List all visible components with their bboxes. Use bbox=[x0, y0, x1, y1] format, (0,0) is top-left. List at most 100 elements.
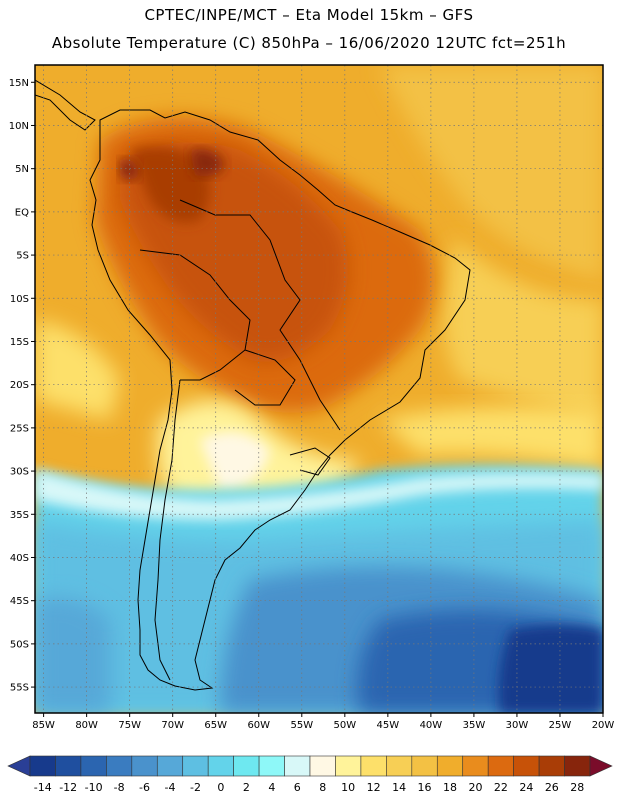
lat-tick-label: 30S bbox=[10, 467, 29, 478]
colorbar-swatch bbox=[131, 755, 158, 777]
lon-tick-label: 60W bbox=[247, 720, 270, 731]
lon-tick-label: 80W bbox=[75, 720, 98, 731]
south-america-coastline bbox=[89, 109, 471, 691]
lon-tick-label: 85W bbox=[32, 720, 55, 731]
lat-tick-label: 55S bbox=[10, 683, 29, 694]
colorbar-label: 18 bbox=[443, 781, 457, 794]
colorbar-swatch bbox=[335, 755, 362, 777]
field-coldest-core bbox=[498, 625, 603, 713]
longitude-axis: 85W 80W 75W 70W 65W 60W 55W 50W 45W 40W 35W 30W 25W 2… bbox=[32, 713, 614, 731]
field-atlantic-subtropic bbox=[380, 406, 603, 470]
colorbar-swatch bbox=[411, 755, 438, 777]
field-cold-front-edge bbox=[35, 470, 603, 520]
title-line-1: CPTEC/INPE/MCT – Eta Model 15km – GFS bbox=[144, 6, 474, 24]
colorbar-swatch bbox=[156, 755, 184, 777]
colorbar-label: -6 bbox=[139, 781, 150, 794]
lat-tick-label: 10S bbox=[10, 294, 29, 305]
colorbar-label: 2 bbox=[243, 781, 250, 794]
lat-tick-label: 45S bbox=[10, 596, 29, 607]
colorbar-swatch bbox=[487, 755, 514, 777]
graticule bbox=[35, 65, 603, 713]
lat-tick-label: 5N bbox=[15, 164, 29, 175]
colorbar-under-arrow bbox=[7, 755, 31, 777]
colorbar-swatch bbox=[233, 755, 260, 777]
colorbar-label: 12 bbox=[367, 781, 381, 794]
colorbar: -14 -12 -10 -8 -6 -4 -2 0 2 4 6 8 10 12 14 16 18 20 22 24 26… bbox=[7, 755, 613, 794]
lon-tick-label: 20W bbox=[592, 720, 615, 731]
lon-tick-label: 70W bbox=[161, 720, 184, 731]
border-peru-bolivia bbox=[139, 249, 251, 381]
colorbar-label: 10 bbox=[341, 781, 355, 794]
lon-tick-label: 35W bbox=[463, 720, 486, 731]
colorbar-label: -10 bbox=[85, 781, 103, 794]
border-uruguay bbox=[289, 447, 331, 476]
field-chaco-coolest bbox=[200, 432, 270, 490]
lon-tick-label: 25W bbox=[549, 720, 572, 731]
field-hotspot-1 bbox=[130, 146, 210, 223]
colorbar-swatch bbox=[360, 755, 387, 777]
lat-tick-label: 25S bbox=[10, 423, 29, 434]
colorbar-label: 26 bbox=[545, 781, 559, 794]
lat-tick-label: 15N bbox=[9, 78, 29, 89]
colorbar-swatch bbox=[386, 755, 413, 777]
colorbar-label: 28 bbox=[570, 781, 584, 794]
border-brazil-west bbox=[179, 199, 341, 431]
colorbar-swatch bbox=[309, 755, 336, 777]
lon-tick-label: 30W bbox=[506, 720, 529, 731]
colorbar-swatch bbox=[80, 755, 107, 777]
colorbar-swatch bbox=[538, 755, 565, 777]
colorbar-swatch bbox=[436, 755, 464, 777]
colorbar-label: -12 bbox=[59, 781, 77, 794]
colorbar-label: 14 bbox=[392, 781, 406, 794]
lon-tick-label: 75W bbox=[118, 720, 141, 731]
border-argentina-chile bbox=[154, 379, 181, 681]
central-america-coastline bbox=[35, 79, 96, 131]
colorbar-label: -2 bbox=[190, 781, 201, 794]
lat-tick-label: 20S bbox=[10, 380, 29, 391]
lat-tick-label: 5S bbox=[16, 251, 29, 262]
colorbar-swatch bbox=[258, 755, 285, 777]
lat-tick-label: 35S bbox=[10, 510, 29, 521]
colorbar-swatch bbox=[29, 755, 56, 777]
colorbar-label: -4 bbox=[165, 781, 176, 794]
colorbar-swatch bbox=[284, 755, 311, 777]
lat-tick-label: 40S bbox=[10, 553, 29, 564]
lon-tick-label: 65W bbox=[204, 720, 227, 731]
temperature-field bbox=[35, 65, 603, 713]
colorbar-label: 4 bbox=[268, 781, 275, 794]
lon-tick-label: 40W bbox=[420, 720, 443, 731]
colorbar-swatch bbox=[207, 755, 234, 777]
colorbar-label: 8 bbox=[319, 781, 326, 794]
colorbar-label: 16 bbox=[418, 781, 432, 794]
colorbar-label: 6 bbox=[294, 781, 301, 794]
latitude-axis: 15N 10N 5N EQ 5S 10S 15S 20S 25S 30S 35S 40S 45S 50S 5… bbox=[9, 78, 35, 694]
lon-tick-label: 50W bbox=[334, 720, 357, 731]
colorbar-over-arrow bbox=[589, 755, 613, 777]
map-frame bbox=[34, 64, 604, 714]
border-paraguay bbox=[234, 349, 296, 406]
title-line-2: Absolute Temperature (C) 850hPa – 16/06/… bbox=[51, 34, 567, 52]
colorbar-swatch bbox=[513, 755, 540, 777]
colorbar-swatch bbox=[106, 755, 133, 777]
field-atlantic-central bbox=[443, 240, 603, 420]
lat-tick-label: 50S bbox=[10, 639, 29, 650]
colorbar-label: -8 bbox=[114, 781, 125, 794]
colorbar-swatch bbox=[182, 755, 209, 777]
colorbar-label: -14 bbox=[34, 781, 52, 794]
colorbar-label: 24 bbox=[519, 781, 533, 794]
colorbar-swatch bbox=[564, 755, 591, 777]
lat-tick-label: 10N bbox=[9, 121, 29, 132]
field-atlantic-north bbox=[380, 65, 603, 280]
colorbar-swatch bbox=[55, 755, 82, 777]
lon-tick-label: 45W bbox=[377, 720, 400, 731]
field-pacific-south bbox=[35, 597, 110, 713]
field-hotspot-2 bbox=[190, 149, 225, 177]
lat-tick-label: EQ bbox=[15, 207, 29, 218]
colorbar-swatch bbox=[462, 755, 489, 777]
lat-tick-label: 15S bbox=[10, 337, 29, 348]
colorbar-label: 22 bbox=[494, 781, 508, 794]
colorbar-label: 0 bbox=[217, 781, 224, 794]
colorbar-label: 20 bbox=[468, 781, 482, 794]
field-pacific-subtropic bbox=[35, 320, 120, 420]
